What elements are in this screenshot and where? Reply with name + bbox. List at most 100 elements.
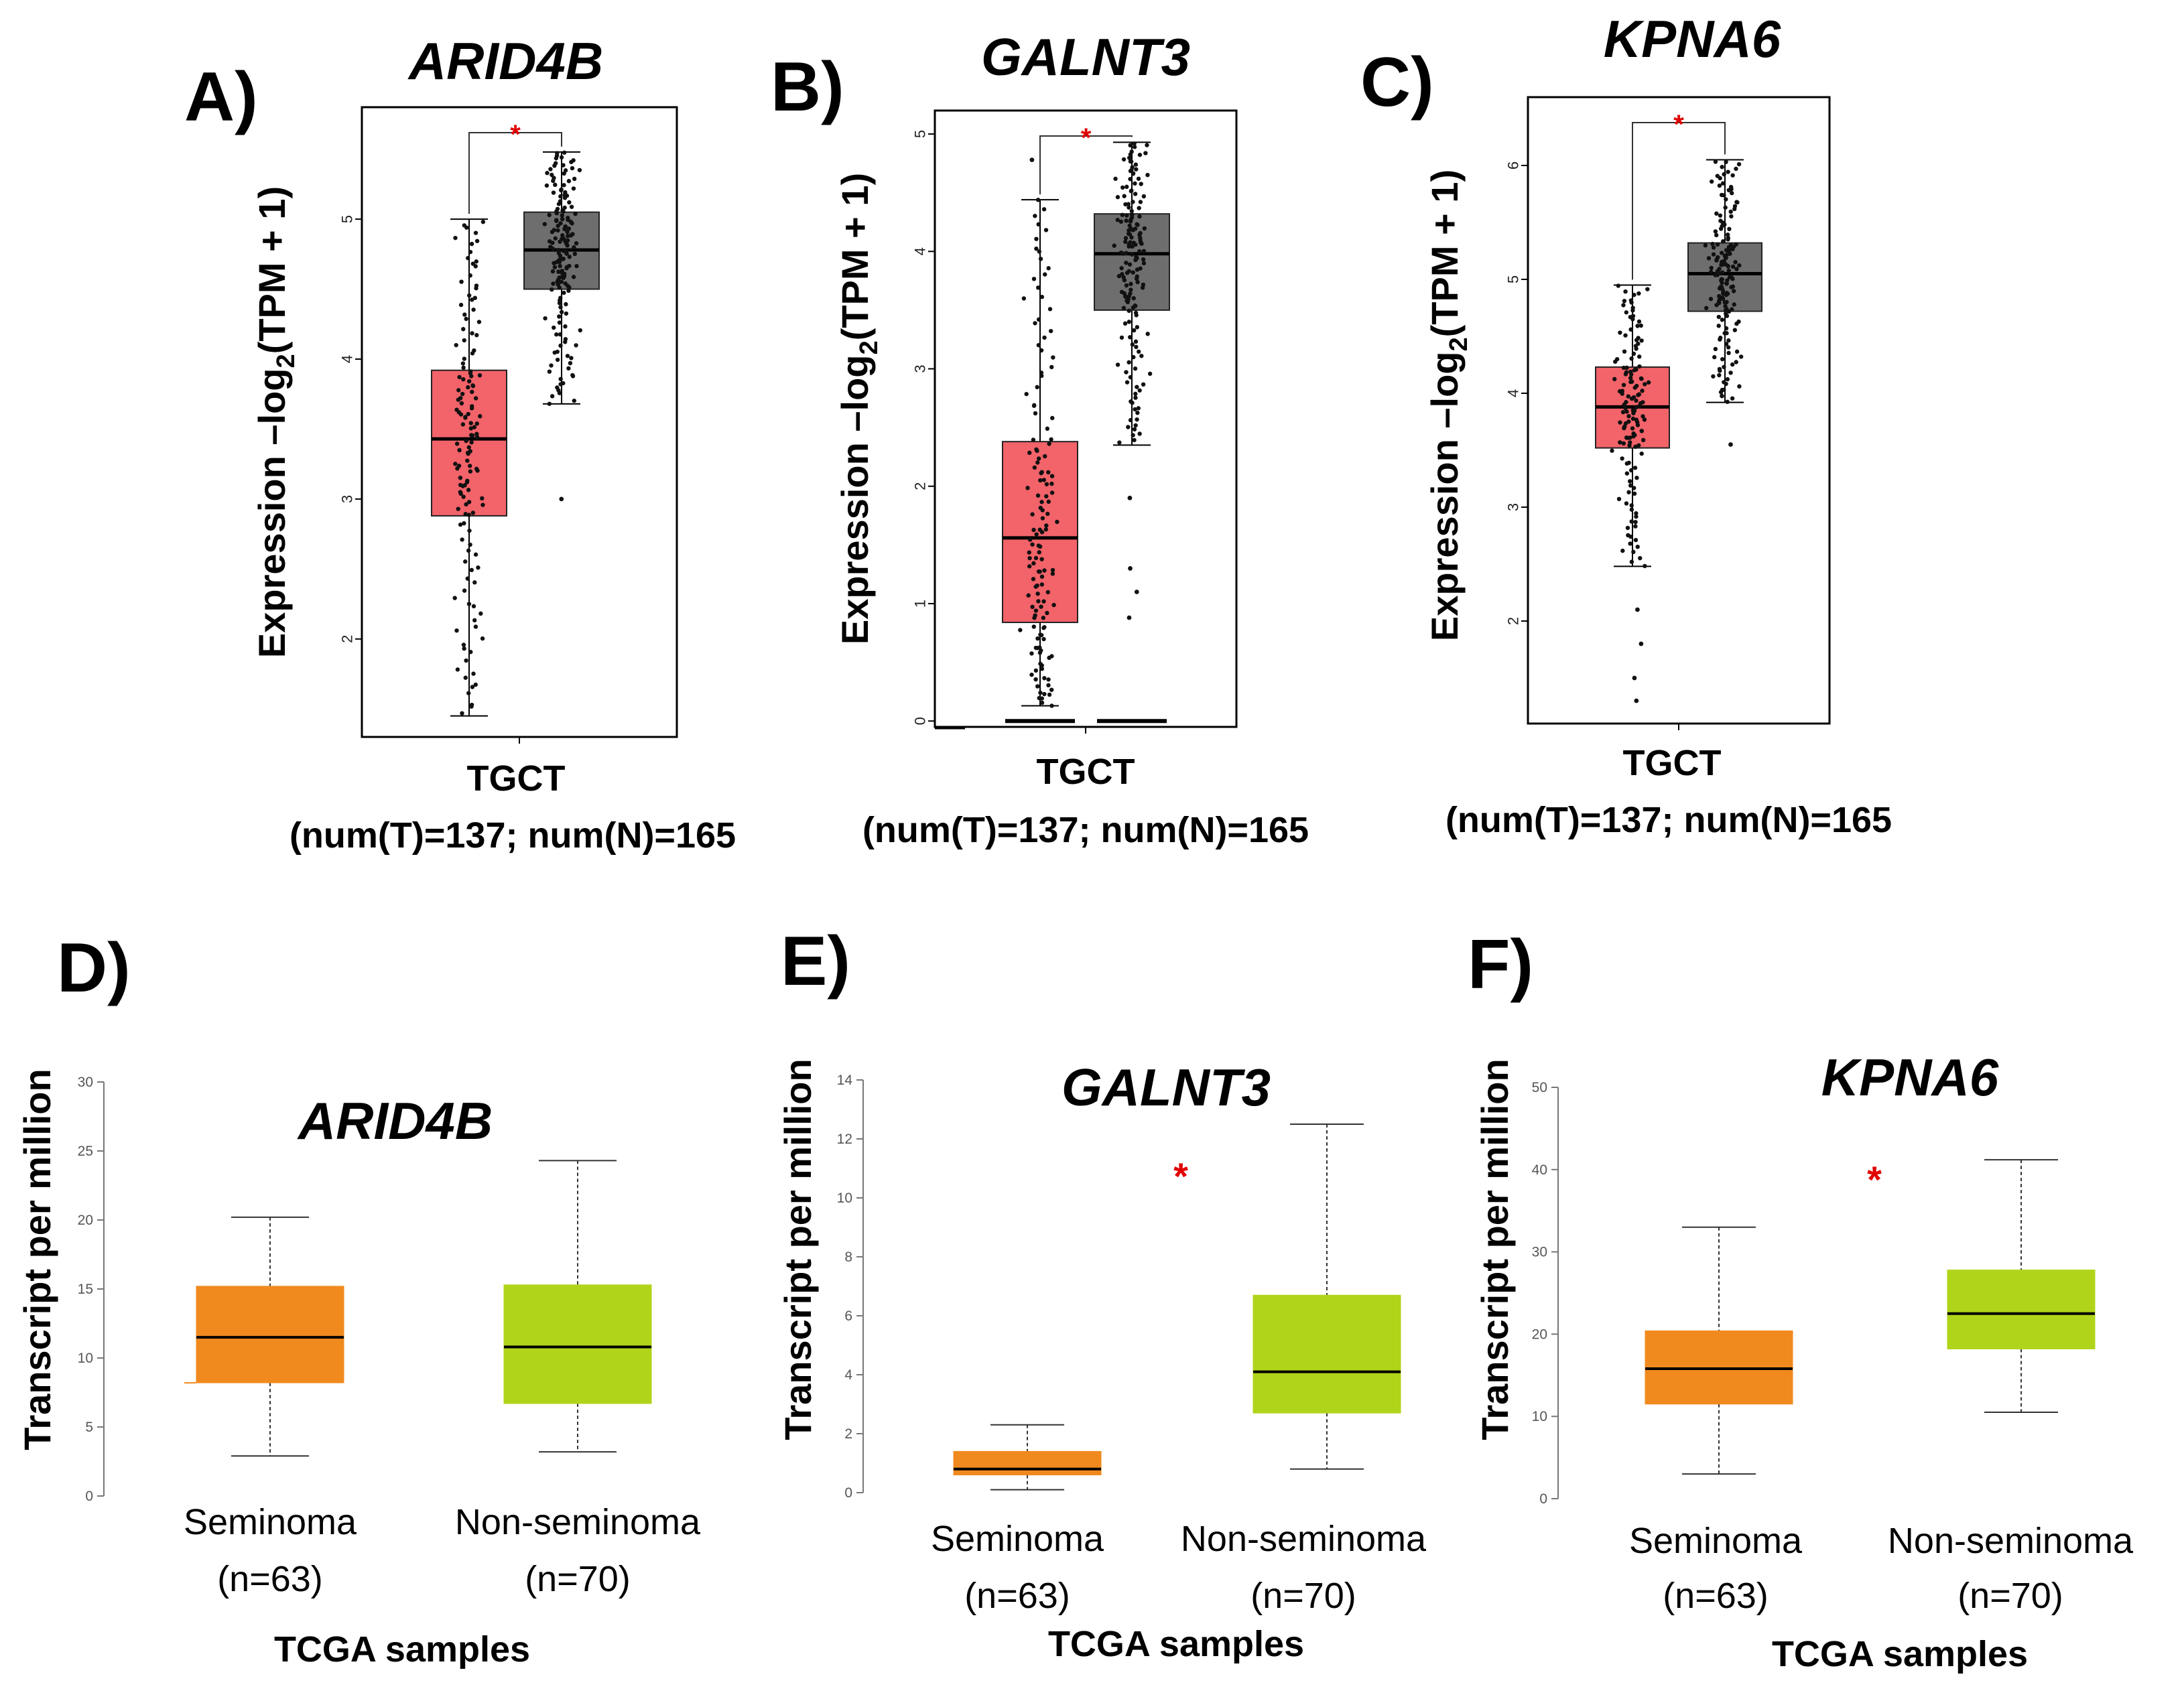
data-point [1626, 460, 1631, 466]
data-point [1128, 143, 1133, 148]
data-point [550, 269, 556, 274]
data-point [1038, 478, 1043, 483]
data-point [572, 245, 576, 250]
data-point [1035, 198, 1041, 202]
data-point [574, 343, 578, 348]
data-point [1634, 383, 1639, 389]
data-point [1645, 287, 1650, 291]
gene-title: KPNA6 [1604, 9, 1781, 68]
data-point [1126, 202, 1131, 206]
data-point [463, 415, 468, 419]
data-point [1034, 236, 1039, 241]
panel-d: D) ARID4B Transcript per million 0 5 10 15 2… [16, 929, 701, 1670]
data-point [1131, 328, 1137, 333]
data-point [1042, 676, 1047, 681]
data-point [1720, 251, 1724, 255]
data-point [1624, 501, 1629, 506]
category-label: Non-seminoma [1888, 1521, 2134, 1561]
data-point [1637, 364, 1642, 369]
y-tick-label: 5 [85, 1420, 93, 1435]
data-point [460, 537, 464, 542]
data-point [1047, 307, 1053, 312]
data-point [564, 249, 569, 254]
data-point [1035, 385, 1039, 390]
data-point [1720, 318, 1725, 322]
data-point [470, 297, 474, 302]
data-point [460, 422, 466, 427]
data-point [1706, 256, 1712, 261]
data-point [1725, 232, 1730, 237]
data-point [466, 548, 471, 553]
data-point [1129, 399, 1133, 404]
data-point [1718, 218, 1723, 223]
data-point [1033, 677, 1038, 682]
data-point [1720, 394, 1724, 399]
data-point [563, 168, 568, 173]
data-point [1635, 324, 1640, 328]
data-point [480, 636, 485, 641]
data-point [470, 685, 475, 689]
data-point [1636, 319, 1642, 324]
data-point [1126, 231, 1131, 236]
data-point [567, 263, 572, 269]
data-point [1632, 466, 1638, 470]
data-point [564, 311, 569, 316]
data-point [1049, 654, 1054, 659]
data-point [562, 183, 566, 188]
data-point [1726, 235, 1730, 241]
data-point [1029, 672, 1034, 677]
data-point [1720, 270, 1725, 275]
data-point [1055, 519, 1059, 525]
data-point [1130, 342, 1135, 347]
data-point [466, 513, 471, 517]
data-point [1112, 243, 1116, 248]
data-point [1033, 214, 1037, 218]
data-point [466, 488, 471, 492]
data-point [571, 158, 576, 163]
y-tick-label: 15 [78, 1282, 93, 1297]
data-point [1031, 577, 1036, 582]
data-point [1738, 354, 1744, 359]
data-point [1713, 159, 1718, 164]
data-point [465, 478, 470, 483]
data-point [1135, 385, 1139, 389]
data-point [1733, 260, 1738, 265]
data-point [558, 263, 562, 269]
data-point [1726, 268, 1731, 273]
data-point [1719, 192, 1724, 198]
data-point [1027, 450, 1032, 456]
data-point [1708, 297, 1714, 301]
data-point [1131, 200, 1135, 204]
data-point [558, 221, 563, 226]
x-axis-label: TGCT [1623, 743, 1722, 783]
outlier-point [1635, 607, 1640, 612]
data-point [1719, 277, 1724, 281]
sample-counts: (num(T)=137; num(N)=165 [290, 815, 736, 856]
data-point [1047, 692, 1052, 697]
data-point [1723, 303, 1728, 309]
data-point [1145, 143, 1149, 147]
data-point [1131, 241, 1136, 245]
data-point [1737, 384, 1742, 389]
y-label-rest: (TPM + 1) [251, 186, 293, 354]
data-point [1631, 351, 1636, 356]
x-axis-label: TCGA samples [274, 1629, 530, 1670]
data-point [1043, 454, 1047, 459]
data-point [562, 150, 567, 155]
data-point [1135, 411, 1140, 415]
y-tick-label: 10 [78, 1351, 93, 1366]
data-point [1045, 511, 1050, 517]
category-label: Seminoma [1629, 1521, 1803, 1561]
data-point [1732, 302, 1736, 307]
y-tick-label: 12 [837, 1132, 852, 1147]
data-point [1042, 335, 1047, 340]
data-point [1129, 189, 1133, 194]
data-point [1124, 218, 1129, 223]
y-tick-label: 50 [1532, 1080, 1547, 1095]
data-point [1709, 269, 1714, 275]
data-point [1027, 537, 1033, 542]
data-point [1717, 372, 1722, 378]
data-point [1629, 503, 1634, 508]
data-point [459, 401, 464, 406]
data-point [1118, 219, 1124, 224]
